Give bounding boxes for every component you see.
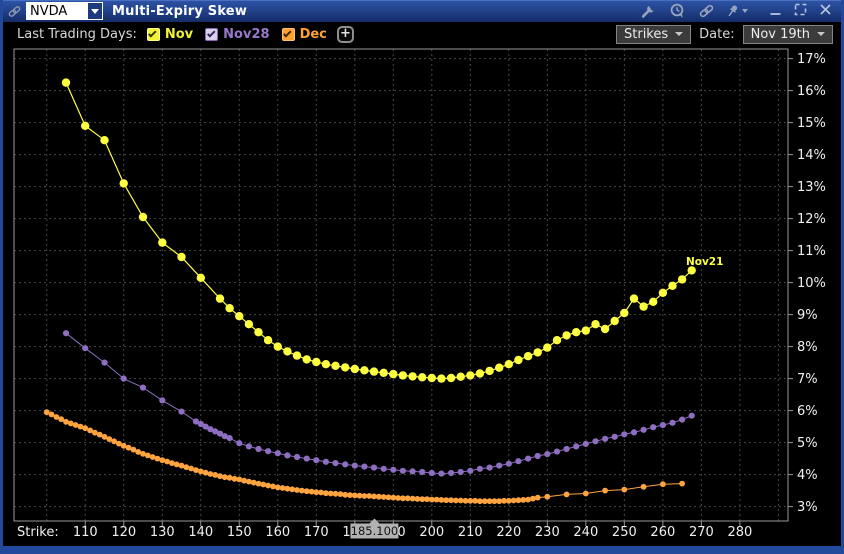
- svg-text:220: 220: [496, 525, 521, 540]
- svg-text:170: 170: [304, 525, 329, 540]
- chevron-down-icon: [817, 32, 825, 36]
- symbol-combo: [26, 2, 103, 20]
- checkbox[interactable]: [205, 27, 219, 41]
- svg-text:140: 140: [188, 525, 213, 540]
- series-dec[interactable]: [43, 409, 685, 505]
- date-label: Date:: [699, 26, 735, 42]
- svg-text:16%: 16%: [797, 84, 826, 99]
- toggle-label: Nov28: [223, 26, 270, 42]
- chart-area: 17% 16% 15% 14% 13% 12% 11% 10% 9% 8% 7% 6% 5% 4% 3% St…: [3, 46, 841, 546]
- check-icon: [148, 29, 157, 38]
- symbol-input[interactable]: [27, 3, 87, 19]
- toggle-label: Dec: [299, 26, 327, 42]
- minimize-button[interactable]: [768, 2, 783, 21]
- svg-text:14%: 14%: [797, 148, 826, 163]
- y-axis-labels: 17% 16% 15% 14% 13% 12% 11% 10% 9% 8% 7% 6% 5% 4% 3%: [788, 52, 826, 515]
- svg-text:185.100: 185.100: [351, 524, 399, 538]
- svg-text:7%: 7%: [797, 372, 818, 387]
- svg-text:17%: 17%: [797, 52, 826, 67]
- maximize-button[interactable]: [793, 2, 808, 21]
- alert-bubble-icon[interactable]: [668, 3, 687, 20]
- chevron-down-icon: [675, 32, 684, 36]
- toggle-label: Nov: [164, 26, 194, 42]
- link-icon[interactable]: [698, 3, 715, 19]
- svg-text:6%: 6%: [797, 404, 818, 419]
- plot-border: [13, 48, 789, 522]
- strikes-button-label: Strikes: [624, 26, 669, 42]
- svg-text:11%: 11%: [797, 244, 826, 259]
- checkbox[interactable]: [281, 27, 295, 41]
- svg-text:200: 200: [419, 525, 444, 540]
- window-title: Multi-Expiry Skew: [112, 3, 248, 19]
- series-nov[interactable]: [61, 78, 696, 383]
- link-group-icon[interactable]: [7, 4, 22, 19]
- svg-text:240: 240: [573, 525, 598, 540]
- check-icon: [283, 29, 292, 38]
- svg-text:8%: 8%: [797, 340, 818, 355]
- symbol-dropdown-arrow[interactable]: [87, 3, 102, 19]
- svg-text:9%: 9%: [797, 308, 818, 323]
- svg-text:130: 130: [150, 525, 175, 540]
- svg-text:260: 260: [650, 525, 675, 540]
- current-price-marker[interactable]: 185.100: [350, 518, 399, 539]
- svg-text:150: 150: [227, 525, 252, 540]
- strike-axis-label: Strike:: [17, 525, 59, 540]
- series-toggles: Nov Nov28 Dec: [146, 26, 327, 42]
- checkbox[interactable]: [146, 27, 160, 41]
- svg-text:120: 120: [111, 525, 136, 540]
- date-value: Nov 19th: [750, 26, 810, 42]
- series-nov28[interactable]: [62, 330, 695, 477]
- chevron-down-icon: [742, 9, 748, 13]
- check-icon: [206, 29, 216, 38]
- svg-text:230: 230: [535, 525, 560, 540]
- expiry-annotation: Nov21: [686, 256, 723, 268]
- toggle-nov[interactable]: Nov: [146, 26, 194, 42]
- svg-text:250: 250: [612, 525, 637, 540]
- svg-text:280: 280: [727, 525, 752, 540]
- svg-text:160: 160: [265, 525, 290, 540]
- toggle-dec[interactable]: Dec: [281, 26, 327, 42]
- pin-icon[interactable]: [726, 3, 748, 19]
- skew-chart[interactable]: 17% 16% 15% 14% 13% 12% 11% 10% 9% 8% 7% 6% 5% 4% 3% St…: [3, 46, 841, 546]
- wrench-icon[interactable]: [640, 3, 657, 19]
- chevron-down-icon: [91, 8, 99, 14]
- svg-text:270: 270: [689, 525, 714, 540]
- svg-text:5%: 5%: [797, 436, 818, 451]
- svg-text:3%: 3%: [797, 500, 818, 515]
- chart-gridlines: [14, 49, 788, 521]
- last-trading-days-label: Last Trading Days:: [17, 26, 137, 42]
- close-button[interactable]: [818, 2, 833, 21]
- toggle-nov28[interactable]: Nov28: [205, 26, 270, 42]
- svg-text:110: 110: [73, 525, 98, 540]
- title-bar: Multi-Expiry Skew: [3, 0, 841, 22]
- add-expiry-button[interactable]: +: [336, 25, 354, 43]
- svg-text:10%: 10%: [797, 276, 826, 291]
- svg-text:210: 210: [458, 525, 483, 540]
- svg-text:4%: 4%: [797, 468, 818, 483]
- toolbar: Last Trading Days: Nov Nov28 Dec + Strikes…: [3, 22, 841, 46]
- strikes-dropdown-button[interactable]: Strikes: [616, 24, 692, 44]
- date-dropdown[interactable]: Nov 19th: [742, 24, 833, 44]
- svg-text:15%: 15%: [797, 116, 826, 131]
- svg-text:12%: 12%: [797, 212, 826, 227]
- svg-text:13%: 13%: [797, 180, 826, 195]
